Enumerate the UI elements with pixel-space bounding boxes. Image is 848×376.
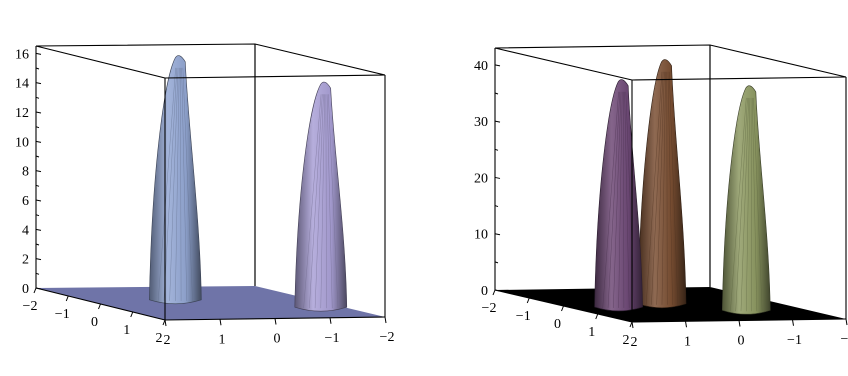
y-tick-mark [220, 319, 221, 325]
x-tick-label: −1 [55, 307, 70, 322]
y-tick-mark [165, 320, 166, 326]
x-tick-label: 0 [91, 315, 98, 330]
y-tick-label: −1 [325, 331, 340, 346]
x-tick-mark [527, 298, 529, 303]
y-tick-label: −1 [787, 333, 802, 348]
z-tick-mark [36, 83, 41, 84]
z-tick-mark [36, 259, 41, 260]
z-tick-label: 0 [481, 284, 488, 299]
x-tick-label: −2 [482, 301, 497, 316]
z-tick-label: 6 [22, 194, 29, 209]
x-tick-mark [596, 314, 598, 319]
y-tick-mark [739, 321, 740, 327]
z-tick-label: 10 [474, 228, 488, 243]
y-tick-mark [686, 321, 687, 327]
box-front-top-edge [495, 48, 632, 80]
x-tick-label: 2 [623, 333, 630, 348]
y-tick-label: 0 [738, 334, 745, 349]
z-tick-mark [36, 141, 41, 142]
z-tick-label: 30 [474, 115, 488, 130]
y-tick-mark [275, 319, 276, 325]
z-tick-label: 14 [15, 77, 29, 92]
z-tick-mark [36, 171, 41, 172]
z-tick-label: 10 [15, 135, 29, 150]
z-tick-label: 12 [15, 106, 29, 121]
z-tick-label: 2 [22, 253, 29, 268]
x-tick-label: 0 [554, 317, 561, 332]
y-tick-label: 0 [274, 332, 281, 347]
x-tick-label: 2 [156, 331, 163, 346]
z-tick-label: 0 [22, 282, 29, 297]
z-tick-mark [36, 229, 41, 230]
x-tick-mark [99, 304, 101, 309]
x-tick-mark [34, 288, 36, 293]
x-tick-label: 1 [588, 325, 595, 340]
x-tick-mark [493, 290, 495, 295]
z-tick-label: 40 [474, 59, 488, 74]
z-tick-mark [36, 112, 41, 113]
z-tick-mark [495, 177, 500, 178]
z-tick-mark [495, 121, 500, 122]
x-tick-label: −2 [23, 299, 38, 314]
y-tick-mark [632, 322, 633, 328]
z-tick-label: 8 [22, 165, 29, 180]
x-tick-label: 1 [123, 323, 130, 338]
y-tick-label: 1 [219, 332, 226, 347]
z-tick-mark [36, 200, 41, 201]
y-tick-label: −2 [380, 330, 395, 345]
x-tick-mark [562, 306, 564, 311]
z-tick-label: 16 [15, 47, 29, 62]
y-tick-mark [385, 317, 386, 323]
y-tick-label: 2 [164, 333, 171, 348]
y-tick-label: 1 [684, 334, 691, 349]
z-tick-label: 4 [22, 223, 29, 238]
z-tick-label: 20 [474, 171, 488, 186]
x-tick-label: −1 [516, 309, 531, 324]
y-tick-label: 2 [631, 335, 638, 350]
y-tick-mark [846, 319, 847, 325]
z-tick-mark [36, 53, 41, 54]
y-tick-mark [793, 320, 794, 326]
box-right-top-edge [165, 75, 385, 78]
z-tick-mark [495, 65, 500, 66]
y-tick-label: −2 [841, 332, 848, 347]
x-tick-mark [131, 312, 133, 317]
y-tick-mark [330, 318, 331, 324]
box-front-top-edge [36, 46, 165, 78]
z-tick-mark [495, 234, 500, 235]
x-tick-mark [66, 296, 68, 301]
